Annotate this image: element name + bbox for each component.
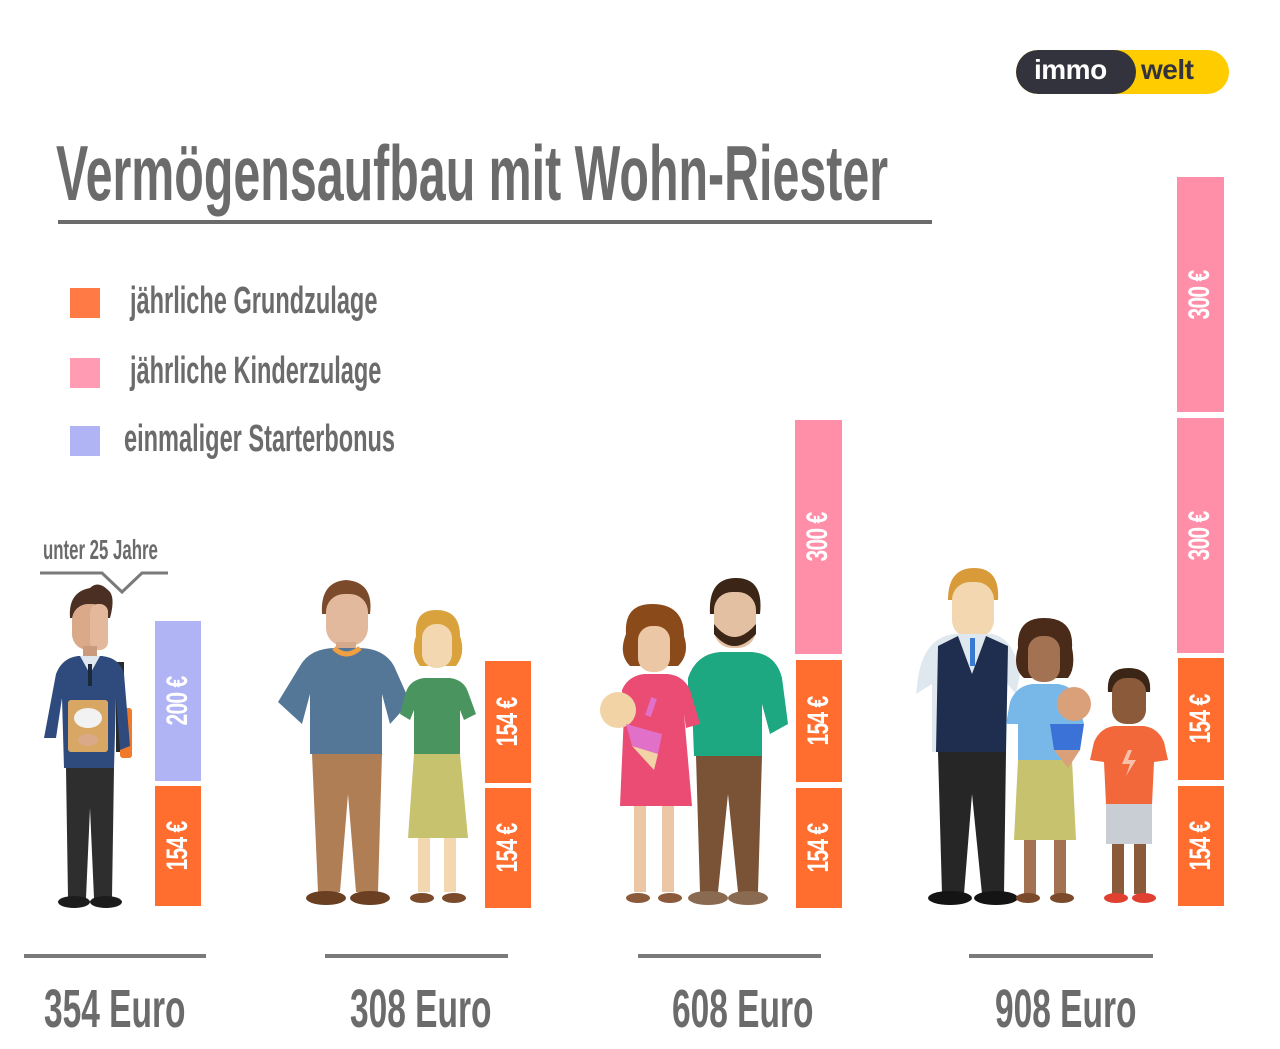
bar-segment-label: 200 € [161, 666, 195, 736]
bar-segment-label: 300 € [1184, 500, 1218, 570]
immowelt-logo: immo welt [1016, 50, 1229, 94]
title-underline [58, 220, 932, 224]
couple-figure-icon [278, 580, 476, 905]
bar-segment-grundzulage: 154 € [1178, 658, 1224, 780]
total-label-group-2: 308 Euro [350, 978, 578, 1040]
student-figure-icon [44, 584, 132, 908]
bar-segment-grundzulage: 154 € [796, 788, 842, 908]
segment-value: 154 € [1184, 694, 1218, 744]
total-value: 908 Euro [995, 979, 1137, 1039]
segment-value: 154 € [802, 823, 836, 873]
bar-segment-label: 154 € [802, 686, 836, 756]
total-label-group-3: 608 Euro [672, 978, 900, 1040]
annotation-pointer-icon [40, 571, 168, 595]
total-value: 608 Euro [672, 979, 814, 1039]
segment-value: 200 € [161, 676, 195, 726]
bar-segment-label: 154 € [161, 811, 195, 881]
legend-swatch-lavender [70, 426, 100, 456]
bar-segment-label: 154 € [1184, 684, 1218, 754]
legend-swatch-orange [70, 288, 100, 318]
total-value: 354 Euro [44, 979, 186, 1039]
logo-text-immo: immo [1034, 54, 1107, 85]
bar-segment-label: 154 € [491, 687, 525, 757]
segment-value: 154 € [802, 696, 836, 746]
age-annotation: unter 25 Jahre [43, 534, 234, 566]
segment-value: 154 € [491, 697, 525, 747]
logo-text-welt: welt [1141, 54, 1194, 85]
total-value: 308 Euro [350, 979, 492, 1039]
segment-value: 154 € [161, 821, 195, 871]
logo-dark-pill [1016, 50, 1136, 94]
bar-segment-grundzulage: 154 € [796, 660, 842, 782]
bar-segment-label: 300 € [1184, 259, 1218, 329]
segment-value: 300 € [1183, 510, 1217, 561]
bar-segment-kinderzulage: 300 € [795, 420, 842, 654]
bar-segment-label: 154 € [1184, 811, 1218, 881]
segment-value: 300 € [1183, 269, 1217, 320]
segment-value: 154 € [491, 823, 525, 873]
total-divider [969, 954, 1153, 958]
legend-label: jährliche Grundzulage [130, 280, 378, 322]
age-annotation-text: unter 25 Jahre [43, 534, 158, 565]
bar-segment-grundzulage: 154 € [155, 786, 201, 906]
bar-segment-label: 154 € [802, 813, 836, 883]
legend-label: einmaliger Starterbonus [124, 418, 396, 460]
page-title-text: Vermögensaufbau mit Wohn-Riester [56, 129, 889, 217]
family-with-baby-figure-icon [600, 578, 788, 905]
legend-label: jährliche Kinderzulage [130, 350, 382, 392]
total-label-group-1: 354 Euro [44, 978, 272, 1040]
bar-segment-starterbonus: 200 € [155, 621, 201, 781]
bar-segment-grundzulage: 154 € [1178, 786, 1224, 906]
bar-segment-grundzulage: 154 € [485, 788, 531, 908]
family-with-two-kids-figure-icon [916, 568, 1168, 905]
bar-segment-kinderzulage: 300 € [1177, 177, 1224, 412]
total-label-group-4: 908 Euro [995, 978, 1223, 1040]
segment-value: 154 € [1184, 821, 1218, 871]
total-divider [638, 954, 821, 958]
bar-segment-kinderzulage: 300 € [1177, 418, 1224, 653]
total-divider [24, 954, 206, 958]
bar-segment-label: 300 € [802, 502, 836, 572]
bar-segment-grundzulage: 154 € [485, 661, 531, 783]
page-title: Vermögensaufbau mit Wohn-Riester [56, 128, 1280, 218]
bar-segment-label: 154 € [491, 813, 525, 883]
segment-value: 300 € [801, 512, 835, 562]
legend-swatch-pink [70, 358, 100, 388]
total-divider [325, 954, 508, 958]
